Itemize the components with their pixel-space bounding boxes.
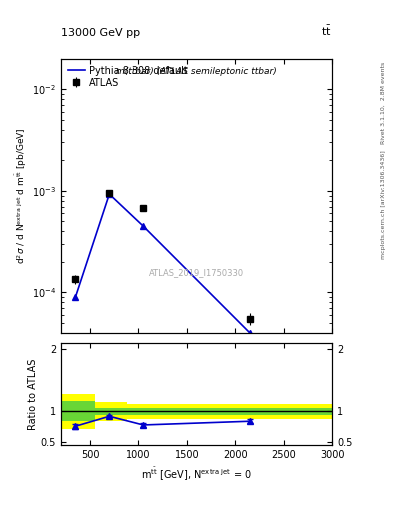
Y-axis label: Ratio to ATLAS: Ratio to ATLAS — [28, 358, 38, 430]
Text: 13000 GeV pp: 13000 GeV pp — [61, 28, 140, 38]
Line: Pythia 8.308 default: Pythia 8.308 default — [75, 194, 250, 333]
Text: m(ttbar) (ATLAS semileptonic ttbar): m(ttbar) (ATLAS semileptonic ttbar) — [116, 67, 277, 76]
Text: mcplots.cern.ch [arXiv:1306.3436]: mcplots.cern.ch [arXiv:1306.3436] — [381, 151, 386, 259]
Text: ATLAS_2019_I1750330: ATLAS_2019_I1750330 — [149, 268, 244, 277]
Text: $\mathrm{t\bar{t}}$: $\mathrm{t\bar{t}}$ — [321, 24, 332, 38]
Legend: Pythia 8.308 default, ATLAS: Pythia 8.308 default, ATLAS — [64, 62, 192, 92]
Pythia 8.308 default — [248, 330, 252, 336]
Pythia 8.308 default — [73, 294, 78, 300]
Pythia 8.308 default — [107, 191, 112, 197]
Text: Rivet 3.1.10,  2.8M events: Rivet 3.1.10, 2.8M events — [381, 61, 386, 143]
Pythia 8.308 default — [141, 223, 145, 229]
Y-axis label: d$^2\sigma$ / d N$^{\mathrm{extra\ jet}}$ d m$^{\mathrm{\bar{tt}}}$ [pb/GeV]: d$^2\sigma$ / d N$^{\mathrm{extra\ jet}}… — [13, 127, 29, 264]
X-axis label: m$^{\mathrm{\bar{tt}}}$ [GeV], N$^{\mathrm{extra\ jet}}$ = 0: m$^{\mathrm{\bar{tt}}}$ [GeV], N$^{\math… — [141, 466, 252, 483]
